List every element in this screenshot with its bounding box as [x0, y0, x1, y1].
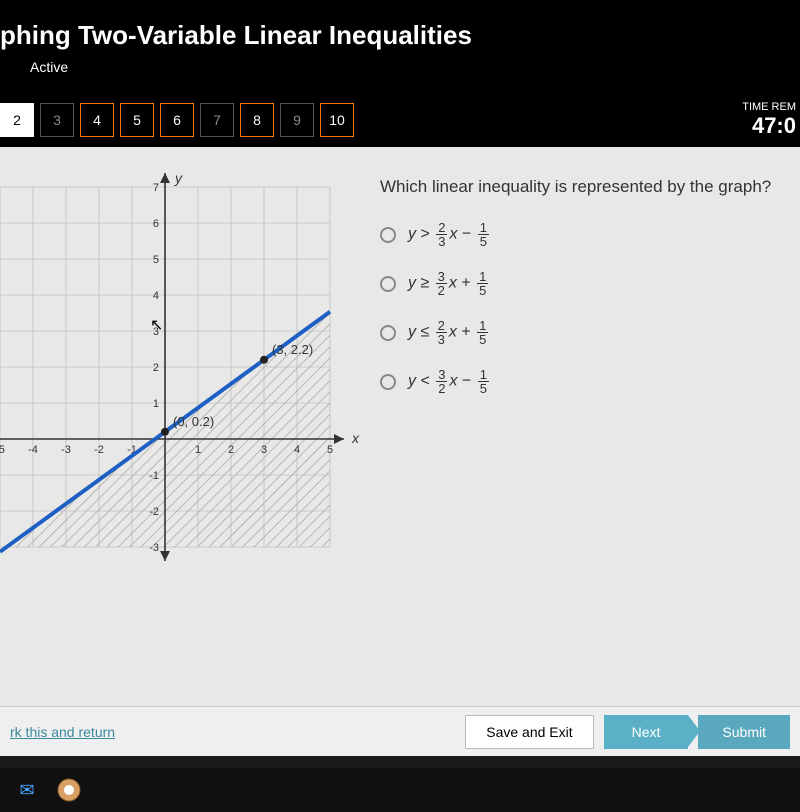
radio-icon	[380, 227, 396, 243]
nav-question-10[interactable]: 10	[320, 103, 354, 137]
svg-text:-2: -2	[149, 506, 159, 518]
mail-icon[interactable]: ✉	[8, 773, 46, 807]
nav-question-8[interactable]: 8	[240, 103, 274, 137]
footer-bar: rk this and return Save and Exit Next Su…	[0, 706, 800, 756]
svg-text:7: 7	[153, 182, 159, 194]
browser-icon[interactable]	[50, 773, 88, 807]
svg-text:-4: -4	[28, 444, 38, 456]
nav-question-4[interactable]: 4	[80, 103, 114, 137]
question-nav: 2345678910 TIME REM 47:0	[0, 93, 800, 147]
svg-text:3: 3	[261, 444, 267, 456]
question-panel: Which linear inequality is represented b…	[360, 147, 800, 707]
radio-icon	[380, 325, 396, 341]
option-expr: y > 23x − 15	[408, 221, 491, 248]
option-expr: y < 32x − 15	[408, 368, 491, 395]
option-expr: y ≥ 32x + 15	[408, 270, 490, 297]
timer-label: TIME REM	[742, 101, 796, 113]
timer-value: 47:0	[742, 113, 796, 139]
question-prompt: Which linear inequality is represented b…	[380, 177, 780, 197]
svg-text:2: 2	[153, 362, 159, 374]
svg-text:5: 5	[153, 254, 159, 266]
option-3[interactable]: y ≤ 23x + 15	[380, 319, 780, 346]
svg-text:2: 2	[228, 444, 234, 456]
svg-text:4: 4	[294, 444, 300, 456]
svg-text:-2: -2	[94, 444, 104, 456]
content-area: ↖ -5-4-3-2-112345-3-2-11234567xy(0, 0.2)…	[0, 147, 800, 707]
radio-icon	[380, 374, 396, 390]
svg-text:1: 1	[195, 444, 201, 456]
svg-text:-3: -3	[61, 444, 71, 456]
svg-text:5: 5	[327, 444, 333, 456]
option-1[interactable]: y > 23x − 15	[380, 221, 780, 248]
svg-text:6: 6	[153, 218, 159, 230]
submit-button[interactable]: Submit	[698, 715, 790, 749]
option-4[interactable]: y < 32x − 15	[380, 368, 780, 395]
option-2[interactable]: y ≥ 32x + 15	[380, 270, 780, 297]
next-button[interactable]: Next	[604, 715, 689, 749]
svg-text:3: 3	[153, 326, 159, 338]
radio-icon	[380, 276, 396, 292]
svg-text:x: x	[351, 430, 360, 446]
nav-question-2[interactable]: 2	[0, 103, 34, 137]
nav-question-7[interactable]: 7	[200, 103, 234, 137]
svg-text:1: 1	[153, 398, 159, 410]
svg-text:-3: -3	[149, 542, 159, 554]
active-tab-label: Active	[0, 51, 800, 83]
mark-return-link[interactable]: rk this and return	[10, 724, 115, 740]
svg-text:4: 4	[153, 290, 159, 302]
nav-question-3[interactable]: 3	[40, 103, 74, 137]
taskbar: ✉	[0, 768, 800, 812]
option-expr: y ≤ 23x + 15	[408, 319, 490, 346]
timer: TIME REM 47:0	[742, 101, 800, 139]
svg-text:y: y	[174, 170, 183, 186]
page-title: phing Two-Variable Linear Inequalities	[0, 20, 800, 51]
svg-text:-1: -1	[149, 470, 159, 482]
inequality-graph: -5-4-3-2-112345-3-2-11234567xy(0, 0.2)(3…	[0, 167, 360, 567]
svg-text:-5: -5	[0, 444, 5, 456]
graph-panel: -5-4-3-2-112345-3-2-11234567xy(0, 0.2)(3…	[0, 147, 360, 707]
save-exit-button[interactable]: Save and Exit	[465, 715, 593, 749]
svg-text:(0, 0.2): (0, 0.2)	[173, 414, 214, 429]
nav-question-5[interactable]: 5	[120, 103, 154, 137]
nav-question-9[interactable]: 9	[280, 103, 314, 137]
nav-question-6[interactable]: 6	[160, 103, 194, 137]
svg-text:(3, 2.2): (3, 2.2)	[272, 342, 313, 357]
